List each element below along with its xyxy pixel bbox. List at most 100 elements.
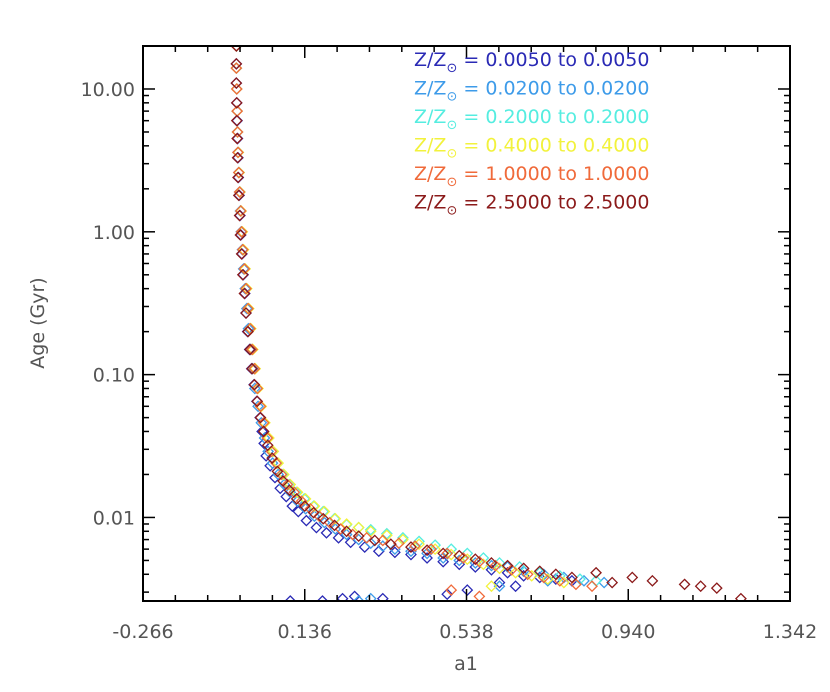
- data-point: [485, 580, 498, 593]
- data-point: [570, 578, 582, 591]
- data-point: [242, 322, 255, 335]
- data-point: [429, 543, 442, 556]
- data-point: [233, 186, 246, 198]
- data-point: [233, 209, 246, 222]
- data-point: [251, 382, 264, 395]
- data-point: [236, 243, 249, 256]
- data-point: [230, 62, 243, 75]
- y-tick-label: 0.01: [93, 507, 135, 529]
- data-point: [509, 580, 522, 593]
- data-point: [257, 416, 270, 429]
- data-point: [271, 465, 284, 478]
- data-point: [469, 553, 482, 566]
- x-tick-labels: -0.266 0.136 0.538 0.940 1.342: [112, 621, 817, 643]
- data-point: [340, 525, 353, 538]
- data-point: [307, 506, 320, 519]
- data-point: [405, 541, 417, 554]
- legend-entry: Z/Z⊙ = 0.2000 to 0.2000: [414, 106, 649, 133]
- data-point: [517, 569, 530, 582]
- data-point: [288, 486, 301, 499]
- data-point: [453, 549, 466, 562]
- data-point: [231, 126, 244, 138]
- data-point: [230, 96, 243, 109]
- legend-entry: Z/Z⊙ = 0.0050 to 0.0050: [414, 49, 649, 76]
- legend-entry: Z/Z⊙ = 0.4000 to 0.4000: [414, 135, 649, 162]
- data-point: [254, 411, 267, 424]
- data-point: [281, 478, 294, 491]
- data-point: [232, 171, 244, 184]
- data-point: [626, 571, 639, 584]
- data-point: [384, 538, 397, 551]
- data-point: [348, 590, 361, 601]
- data-point: [328, 519, 341, 532]
- data-point: [240, 307, 252, 319]
- y-tick-label: 0.10: [93, 365, 135, 387]
- data-point: [290, 486, 303, 499]
- data-point: [734, 592, 747, 601]
- data-point: [231, 132, 244, 145]
- data-point: [457, 552, 470, 564]
- data-point: [549, 568, 562, 581]
- data-point: [231, 126, 244, 138]
- data-point: [244, 322, 256, 335]
- data-point: [445, 584, 458, 597]
- data-point: [235, 248, 248, 260]
- data-point: [590, 566, 602, 579]
- data-point: [230, 114, 243, 127]
- x-tick-label: 0.136: [278, 621, 332, 643]
- data-point: [533, 565, 546, 578]
- data-point: [231, 126, 244, 138]
- data-point: [473, 590, 486, 601]
- data-point: [493, 580, 506, 593]
- x-tick-label: 0.940: [601, 621, 655, 643]
- data-point: [230, 57, 243, 70]
- data-point: [409, 540, 421, 553]
- data-point: [244, 343, 256, 356]
- data-point: [358, 541, 371, 554]
- data-point: [493, 576, 506, 589]
- data-point: [352, 530, 365, 543]
- data-point: [234, 205, 247, 217]
- data-point: [300, 514, 313, 527]
- data-point: [248, 378, 261, 391]
- legend-entry: Z/Z⊙ = 0.0200 to 0.0200: [414, 78, 649, 105]
- data-point: [275, 468, 288, 481]
- y-tick-label: 1.00: [93, 222, 135, 244]
- data-point: [242, 302, 254, 315]
- data-point: [364, 523, 377, 536]
- data-point: [283, 484, 296, 497]
- data-point: [232, 166, 245, 179]
- data-point: [437, 552, 450, 564]
- data-point: [230, 83, 243, 95]
- data-point: [255, 416, 268, 429]
- data-point: [332, 531, 345, 544]
- data-point: [310, 521, 323, 534]
- data-point: [246, 343, 258, 356]
- data-point: [425, 543, 438, 556]
- data-point: [240, 282, 252, 295]
- data-point: [586, 580, 598, 593]
- data-point: [277, 475, 289, 487]
- legend-entry: Z/Z⊙ = 2.5000 to 2.5000: [414, 192, 649, 219]
- x-tick-label: 1.342: [763, 621, 817, 643]
- data-point: [606, 576, 619, 589]
- data-point: [557, 576, 570, 589]
- data-point: [298, 500, 311, 513]
- data-point: [231, 151, 244, 164]
- data-point: [376, 534, 389, 547]
- data-point: [565, 571, 578, 584]
- data-point: [230, 77, 243, 90]
- y-tick-labels: 0.01 0.10 1.00 10.00: [81, 79, 135, 529]
- data-point: [461, 553, 474, 566]
- data-point: [267, 445, 280, 458]
- data-point: [525, 569, 538, 582]
- data-point: [240, 302, 253, 315]
- data-point: [246, 362, 258, 375]
- data-point: [231, 126, 244, 138]
- data-point: [251, 395, 264, 408]
- x-tick-label: -0.266: [112, 621, 173, 643]
- data-point: [234, 229, 247, 241]
- data-point: [578, 574, 590, 587]
- data-point: [646, 574, 659, 587]
